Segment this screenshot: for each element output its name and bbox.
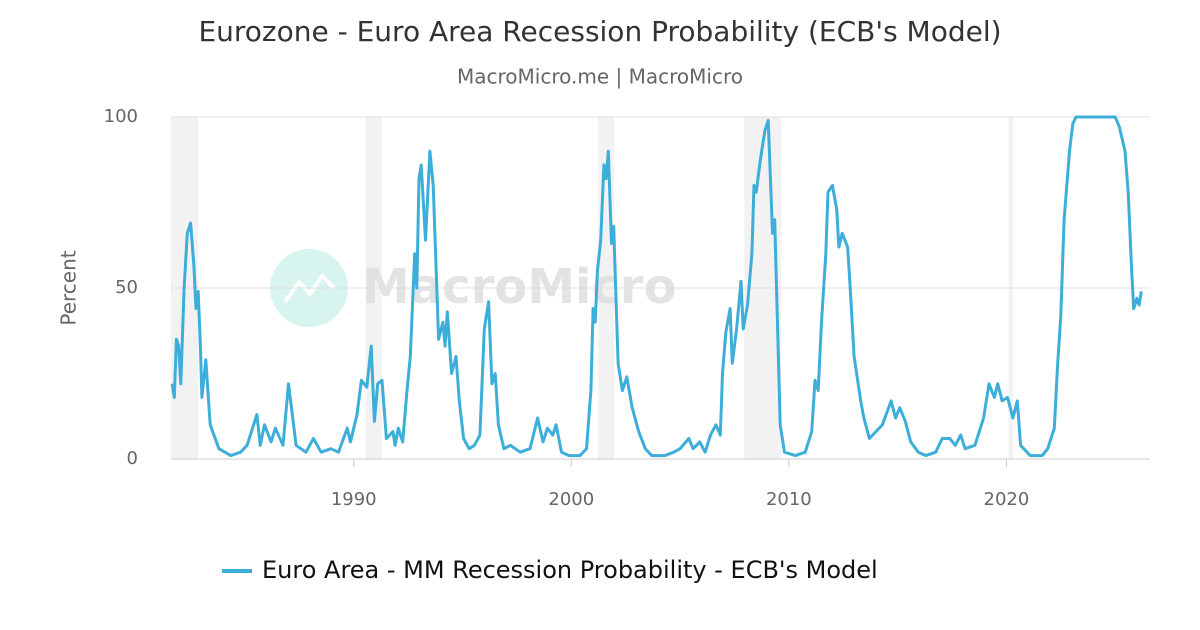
x-tick-label: 2000 <box>548 489 594 510</box>
x-tick-label: 2010 <box>766 489 812 510</box>
x-tick-label: 2020 <box>984 489 1030 510</box>
x-tick-label: 1990 <box>331 489 377 510</box>
legend-label: Euro Area - MM Recession Probability - E… <box>262 556 878 584</box>
y-axis-label: Percent <box>57 250 81 325</box>
chart-subtitle: MacroMicro.me | MacroMicro <box>457 65 743 89</box>
y-tick-label: 50 <box>115 277 138 298</box>
chart-title: Eurozone - Euro Area Recession Probabili… <box>198 15 1001 48</box>
watermark: MacroMicro <box>362 259 677 315</box>
y-tick-label: 100 <box>104 106 138 127</box>
series-line <box>170 115 1143 458</box>
y-tick-label: 0 <box>127 448 138 469</box>
